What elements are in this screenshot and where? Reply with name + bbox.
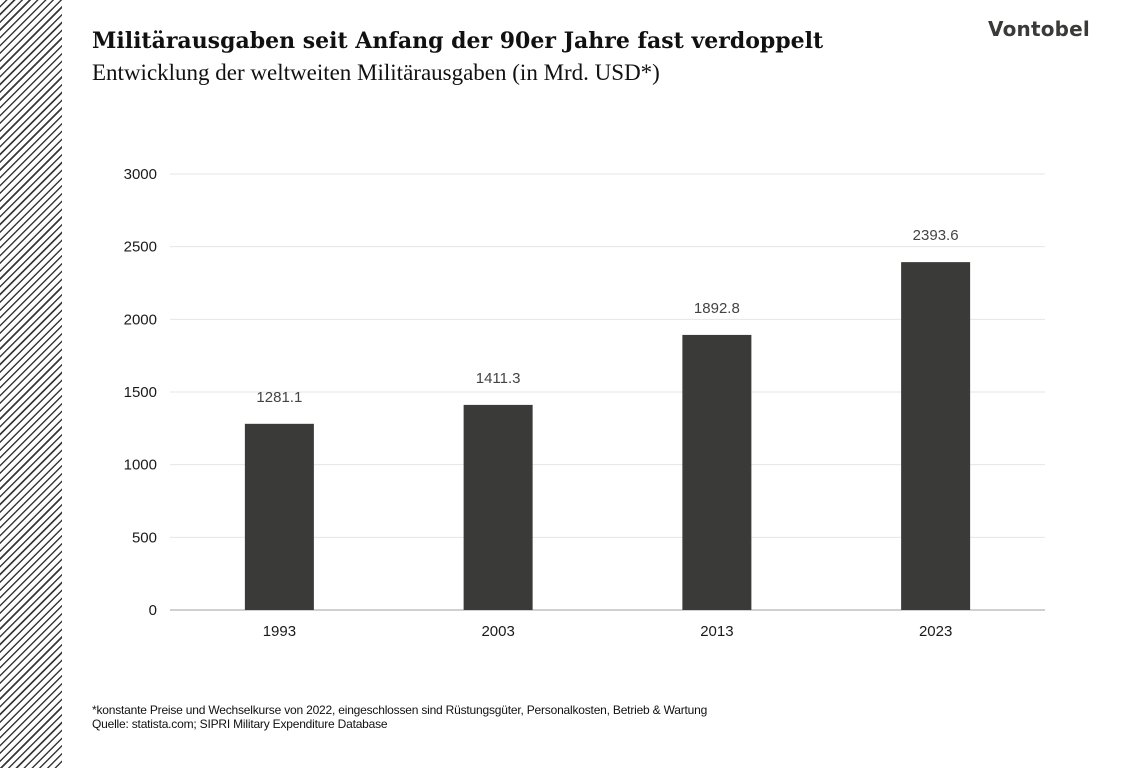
data-label: 1411.3 [476,370,521,387]
footnote: *konstante Preise und Wechselkurse von 2… [92,703,707,731]
bar [244,423,314,610]
chart-title: Militärausgaben seit Anfang der 90er Jah… [92,28,824,54]
data-label: 2393.6 [913,227,959,244]
bar [901,262,971,610]
vontobel-logo: Vontobel [987,17,1090,41]
y-tick-label: 3000 [124,166,157,183]
y-tick-label: 1000 [124,457,157,474]
y-tick-label: 2500 [124,239,157,256]
data-label: 1281.1 [256,389,302,406]
footnote-text: *konstante Preise und Wechselkurse von 2… [92,703,708,717]
y-tick-label: 2000 [124,311,157,328]
source-text: Quelle: statista.com; SIPRI Military Exp… [92,717,388,731]
x-tick-label: 2013 [700,623,733,640]
x-tick-label: 2023 [919,623,952,640]
decorative-hatch-stripe [0,0,62,768]
chart-subtitle: Entwicklung der weltweiten Militärausgab… [92,60,660,85]
y-tick-label: 0 [149,602,157,619]
data-label: 1892.8 [694,300,740,317]
y-tick-label: 500 [132,529,157,546]
bar [682,334,752,610]
x-tick-label: 2003 [481,623,514,640]
labels: 0 500 1000 1500 2000 2500 3000 1281.1 1993 1411.3… [124,166,959,640]
bar [463,404,533,610]
y-tick-label: 1500 [124,384,157,401]
bars [244,262,971,610]
x-tick-label: 1993 [263,623,296,640]
grid-lines [170,173,1045,611]
